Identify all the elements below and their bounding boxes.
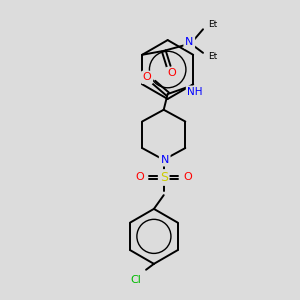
Text: N: N <box>160 155 169 165</box>
Text: Cl: Cl <box>131 274 142 285</box>
Text: NH: NH <box>188 87 203 97</box>
Text: Et: Et <box>208 20 218 29</box>
Text: O: O <box>136 172 145 182</box>
Text: O: O <box>167 68 176 78</box>
Text: N: N <box>185 37 194 47</box>
Text: S: S <box>160 171 168 184</box>
Text: Et: Et <box>208 52 218 61</box>
Text: O: O <box>143 72 152 82</box>
Text: O: O <box>183 172 192 182</box>
